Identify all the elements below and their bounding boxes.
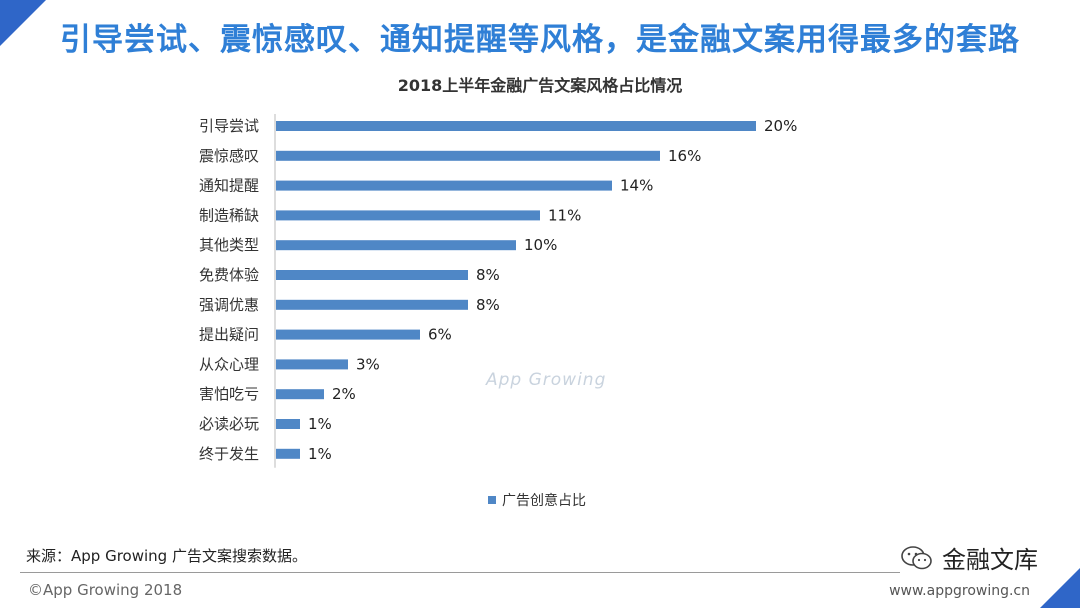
- value-label: 1%: [308, 415, 332, 433]
- bar: [276, 419, 300, 429]
- value-label: 6%: [428, 326, 452, 344]
- value-label: 3%: [356, 355, 380, 373]
- value-label: 8%: [476, 296, 500, 314]
- category-label: 强调优惠: [199, 296, 259, 314]
- category-label: 终于发生: [199, 445, 259, 463]
- wechat-icon: [901, 545, 932, 569]
- bar: [276, 389, 324, 400]
- corner-decoration-top: [0, 0, 46, 46]
- category-label: 害怕吃亏: [199, 385, 259, 403]
- page-headline: 引导尝试、震惊感叹、通知提醒等风格，是金融文案用得最多的套路: [60, 22, 1020, 58]
- legend-swatch: [488, 496, 496, 504]
- brand-badge: 金融文库: [900, 540, 1038, 575]
- chart-legend: 广告创意占比: [488, 490, 586, 510]
- footer-copyright: ©App Growing 2018: [28, 581, 183, 599]
- corner-decoration-bottom: [1040, 568, 1080, 608]
- category-label: 其他类型: [199, 236, 259, 254]
- category-label: 震惊感叹: [199, 147, 259, 165]
- category-label: 必读必玩: [199, 415, 259, 433]
- value-label: 11%: [548, 206, 581, 224]
- bar: [276, 448, 300, 459]
- category-label: 免费体验: [199, 266, 259, 284]
- bar: [276, 329, 420, 340]
- footer-divider: [20, 572, 900, 573]
- bar: [276, 240, 516, 251]
- value-label: 14%: [620, 177, 653, 195]
- bar: [276, 299, 468, 310]
- source-note: 来源：App Growing 广告文案搜索数据。: [26, 547, 307, 565]
- bar: [276, 180, 612, 191]
- footer-url[interactable]: www.appgrowing.cn: [889, 583, 1030, 599]
- category-label: 提出疑问: [199, 326, 259, 344]
- bar: [276, 270, 468, 280]
- value-label: 1%: [308, 445, 332, 463]
- bar: [276, 150, 660, 161]
- value-label: 20%: [764, 117, 797, 135]
- category-label: 通知提醒: [199, 177, 259, 195]
- brand-name: 金融文库: [942, 546, 1038, 574]
- bar: [276, 359, 348, 370]
- chart-title: 2018上半年金融广告文案风格占比情况: [397, 76, 683, 95]
- watermark: App Growing: [486, 370, 607, 390]
- category-label: 从众心理: [199, 355, 259, 373]
- bar: [276, 210, 540, 221]
- category-label: 引导尝试: [199, 117, 259, 135]
- category-label: 制造稀缺: [199, 206, 259, 224]
- value-label: 16%: [668, 147, 701, 165]
- legend-label: 广告创意占比: [502, 493, 586, 509]
- bar: [276, 121, 756, 131]
- value-label: 8%: [476, 266, 500, 284]
- value-label: 2%: [332, 385, 356, 403]
- value-label: 10%: [524, 236, 557, 254]
